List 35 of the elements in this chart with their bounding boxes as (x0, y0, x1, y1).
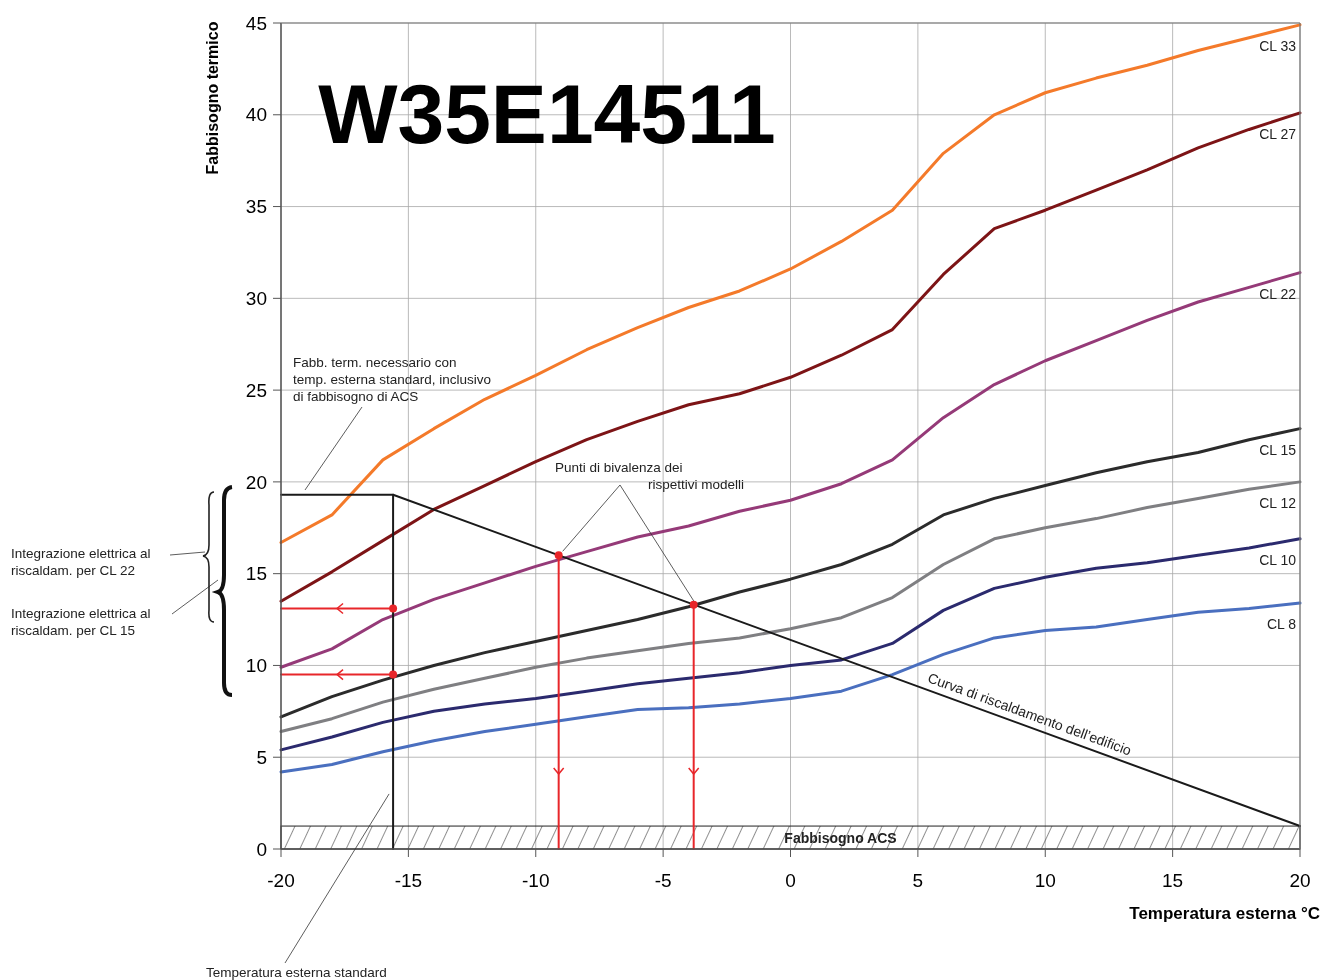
text: W35E14511 (318, 67, 776, 161)
series-label: CL 27 (1259, 125, 1297, 142)
y-axis-title: Fabbisogno termico (204, 21, 221, 175)
band-label: Fabbisogno ACS (784, 829, 897, 846)
x-tick-label: -5 (654, 870, 672, 891)
x-tick-label: -20 (267, 870, 295, 891)
series-label: CL 15 (1259, 441, 1297, 458)
annotation: Temperatura esterna standard (206, 965, 387, 980)
y-tick-label: 45 (245, 12, 267, 34)
series-label: CL 33 (1259, 37, 1297, 54)
x-tick-label: -15 (394, 870, 423, 891)
text: Integrazione elettrica al riscaldam. per CL 15 (11, 606, 151, 638)
x-tick-label: 20 (1289, 870, 1311, 891)
series-label: CL 22 (1259, 285, 1297, 302)
y-tick-label: 20 (245, 471, 267, 493)
series-label: CL 8 (1266, 616, 1297, 633)
y-tick-label: 35 (245, 196, 267, 218)
series-label: CL 10 (1259, 551, 1297, 568)
text: Integrazione elettrica al riscaldam. per CL 22 (11, 546, 151, 578)
y-tick-label: 40 (245, 104, 267, 126)
x-tick-label: -10 (522, 870, 550, 891)
y-tick-label: 0 (256, 838, 267, 860)
y-tick-label: 15 (245, 563, 267, 585)
x-tick-label: 15 (1162, 870, 1184, 891)
x-axis-title: Temperatura esterna °C (1129, 904, 1320, 923)
annotation: Fabb. term. necessario con temp. esterna standard, inclusivo di fabbisogno di ACS (293, 355, 492, 404)
y-tick-label: 25 (245, 379, 267, 401)
y-tick-label: 30 (245, 287, 267, 309)
annotation: Punti di bivalenza dei rispettivi modelli (555, 460, 745, 492)
y-tick-label: 5 (256, 746, 267, 768)
x-tick-label: 10 (1034, 870, 1056, 891)
y-tick-label: 10 (245, 655, 267, 677)
series-label: CL 12 (1259, 494, 1297, 511)
x-tick-label: 0 (785, 870, 796, 891)
x-tick-label: 5 (912, 870, 924, 891)
